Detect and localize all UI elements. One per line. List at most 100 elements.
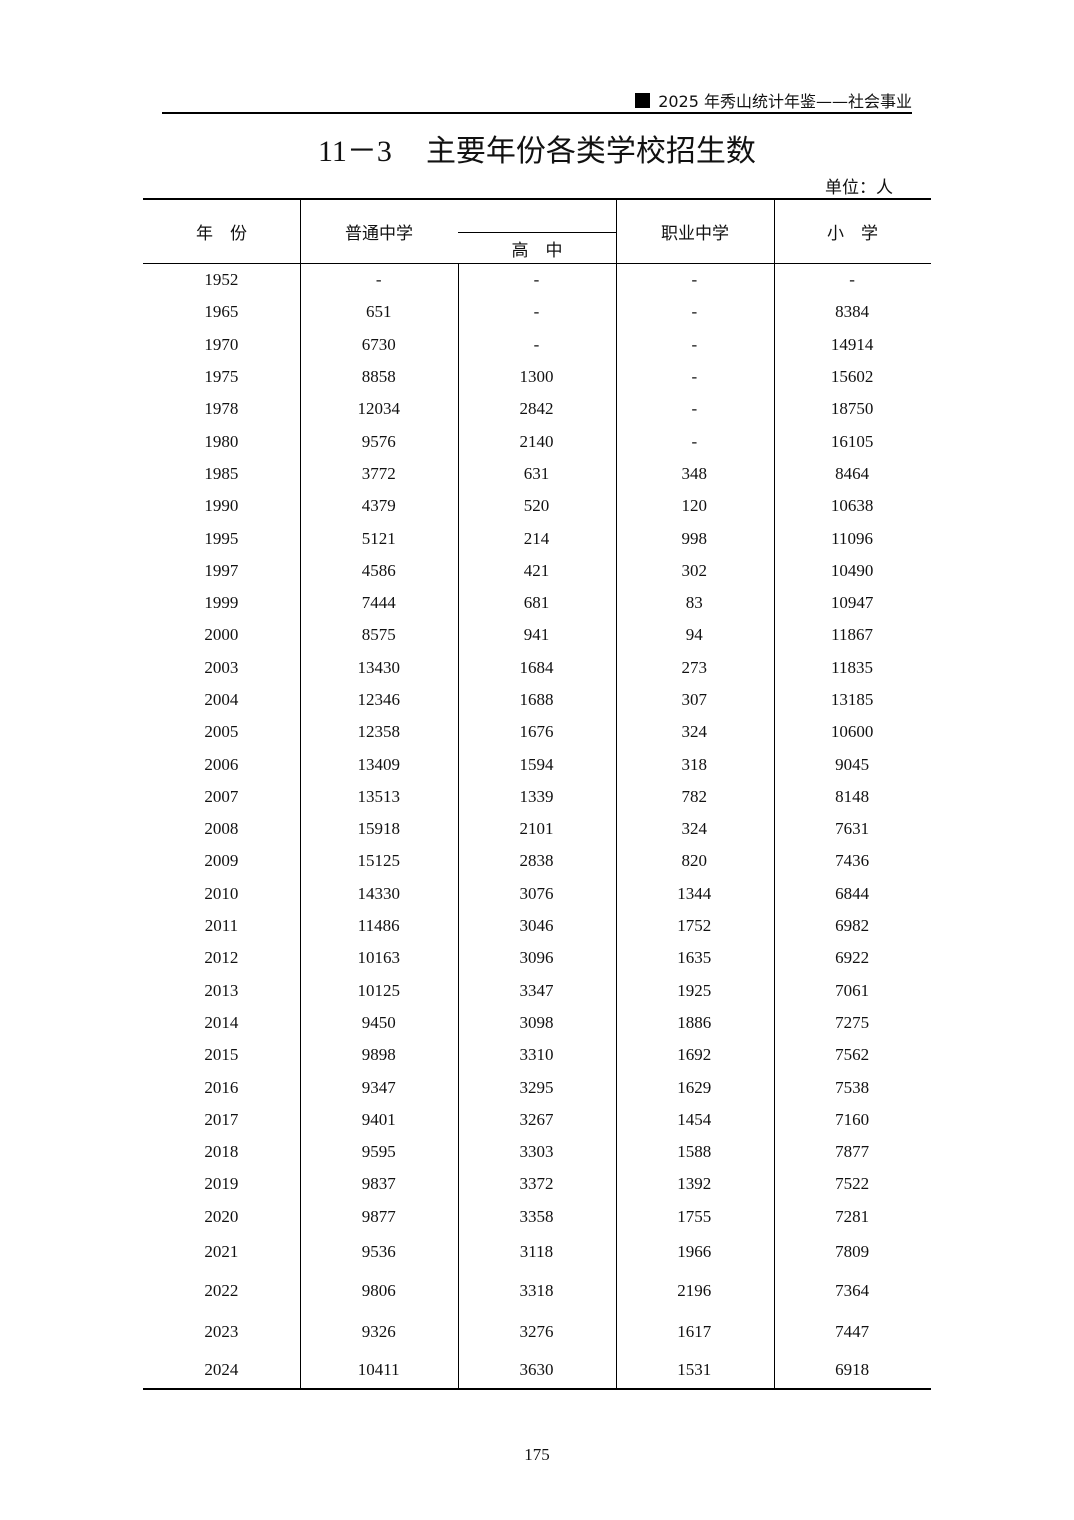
table-row: 2023 9326 3276 1617 7447 — [143, 1311, 931, 1353]
table-row: 2006 13409 1594 318 9045 — [143, 748, 931, 780]
cell-primary: 7809 — [835, 1241, 870, 1261]
cell-general-middle: 9536 — [361, 1241, 396, 1261]
cell-senior-high: 3295 — [519, 1077, 554, 1097]
cell-general-middle: 9806 — [361, 1280, 396, 1300]
cell-general-middle: 9877 — [361, 1206, 396, 1226]
cell-year: 1997 — [204, 560, 239, 580]
cell-vocational: 1752 — [677, 916, 712, 936]
cell-vocational: 1531 — [677, 1360, 712, 1380]
cell-vocational: 324 — [681, 722, 708, 742]
cell-general-middle: 12358 — [357, 722, 400, 742]
cell-primary: 6918 — [835, 1360, 870, 1380]
table-row: 1990 4379 520 120 10638 — [143, 490, 931, 522]
cell-senior-high: 1300 — [519, 367, 554, 387]
cell-primary: 10490 — [830, 560, 874, 580]
cell-year: 2010 — [204, 883, 239, 903]
table-row: 2007 13513 1339 782 8148 — [143, 781, 931, 813]
cell-senior-high: - — [533, 270, 540, 290]
table-row: 2003 13430 1684 273 11835 — [143, 652, 931, 684]
cell-year: 2006 — [204, 754, 239, 774]
cell-general-middle: 15125 — [357, 851, 400, 871]
cell-primary: 8148 — [835, 786, 870, 806]
cell-vocational: 782 — [681, 786, 708, 806]
cell-primary: 6844 — [835, 883, 870, 903]
running-head-text: 2025 年秀山统计年鉴——社会事业 — [658, 92, 912, 111]
cell-year: 2012 — [204, 948, 239, 968]
table-number: 11－3 — [318, 135, 392, 168]
table-top-rule — [143, 198, 931, 200]
table-row: 2019 9837 3372 1392 7522 — [143, 1168, 931, 1200]
cell-general-middle: 9595 — [361, 1142, 396, 1162]
cell-senior-high: 1676 — [519, 722, 554, 742]
cell-vocational: 302 — [681, 560, 708, 580]
table-row: 2016 9347 3295 1629 7538 — [143, 1071, 931, 1103]
cell-senior-high: 3310 — [519, 1045, 554, 1065]
table-bottom-rule — [143, 1387, 931, 1390]
cell-vocational: - — [691, 399, 698, 419]
cell-year: 2007 — [204, 786, 239, 806]
header-vocational: 职业中学 — [661, 224, 729, 243]
header-rule — [162, 112, 912, 114]
cell-primary: 10600 — [830, 722, 874, 742]
header-year: 年 份 — [196, 224, 247, 243]
cell-general-middle: 8858 — [361, 367, 396, 387]
cell-year: 2020 — [204, 1206, 239, 1226]
cell-primary: 7538 — [835, 1077, 870, 1097]
table-row: 2008 15918 2101 324 7631 — [143, 813, 931, 845]
cell-year: 2003 — [204, 657, 239, 677]
cell-vocational: 307 — [681, 690, 708, 709]
cell-senior-high: 3630 — [519, 1360, 554, 1380]
cell-primary: 16105 — [830, 431, 874, 451]
cell-general-middle: 10125 — [357, 980, 400, 1000]
table-row: 2024 10411 3630 1531 6918 — [143, 1353, 931, 1388]
cell-general-middle: 10411 — [357, 1360, 400, 1380]
cell-general-middle: 9347 — [361, 1077, 396, 1097]
cell-year: 2015 — [204, 1045, 239, 1065]
table-row: 2015 9898 3310 1692 7562 — [143, 1039, 931, 1071]
cell-primary: 7364 — [835, 1280, 870, 1300]
table-row: 1978 12034 2842 - 18750 — [143, 393, 931, 425]
enrollment-table: 年 份 普通中学 高 中 职业中学 小 学 1952 - - - - 1965 651 - - 8… — [143, 198, 931, 1390]
cell-vocational: 1925 — [677, 980, 712, 1000]
cell-vocational: - — [691, 367, 698, 387]
cell-primary: 7160 — [835, 1109, 870, 1129]
header-primary: 小 学 — [827, 224, 878, 243]
cell-vocational: 1454 — [677, 1109, 712, 1129]
cell-primary: 7522 — [835, 1174, 870, 1194]
cell-primary: 11096 — [831, 528, 874, 548]
cell-primary: - — [849, 270, 855, 290]
cell-year: 2018 — [204, 1142, 239, 1162]
cell-senior-high: 2842 — [519, 399, 554, 419]
cell-vocational: 1588 — [677, 1142, 712, 1162]
cell-general-middle: 12346 — [357, 690, 400, 709]
cell-senior-high: 3347 — [519, 980, 554, 1000]
cell-general-middle: 9837 — [361, 1174, 396, 1194]
table-row: 2010 14330 3076 1344 6844 — [143, 878, 931, 910]
cell-vocational: 1344 — [677, 883, 712, 903]
cell-senior-high: 421 — [523, 560, 550, 580]
cell-vocational: - — [691, 431, 698, 451]
cell-year: 2008 — [204, 819, 239, 839]
cell-primary: 10638 — [830, 496, 874, 516]
cell-primary: 11867 — [831, 625, 874, 645]
cell-general-middle: 9450 — [361, 1012, 396, 1032]
table-row: 2013 10125 3347 1925 7061 — [143, 975, 931, 1007]
cell-senior-high: 1594 — [519, 754, 554, 774]
cell-year: 1970 — [204, 334, 239, 354]
cell-vocational: 83 — [685, 593, 703, 613]
table-row: 1985 3772 631 348 8464 — [143, 458, 931, 490]
cell-vocational: - — [691, 334, 698, 354]
table-row: 2022 9806 3318 2196 7364 — [143, 1271, 931, 1311]
table-row: 2005 12358 1676 324 10600 — [143, 716, 931, 748]
cell-general-middle: 5121 — [361, 528, 396, 548]
header-senior-high: 高 中 — [458, 232, 616, 264]
cell-senior-high: - — [533, 302, 540, 322]
cell-general-middle: 14330 — [357, 883, 400, 903]
cell-senior-high: 3096 — [519, 948, 554, 968]
cell-vocational: 1617 — [677, 1321, 712, 1341]
cell-primary: 8464 — [835, 463, 870, 483]
cell-year: 1965 — [204, 302, 239, 322]
cell-senior-high: 631 — [523, 463, 550, 483]
table-row: 2017 9401 3267 1454 7160 — [143, 1104, 931, 1136]
cell-vocational: 998 — [681, 528, 708, 548]
